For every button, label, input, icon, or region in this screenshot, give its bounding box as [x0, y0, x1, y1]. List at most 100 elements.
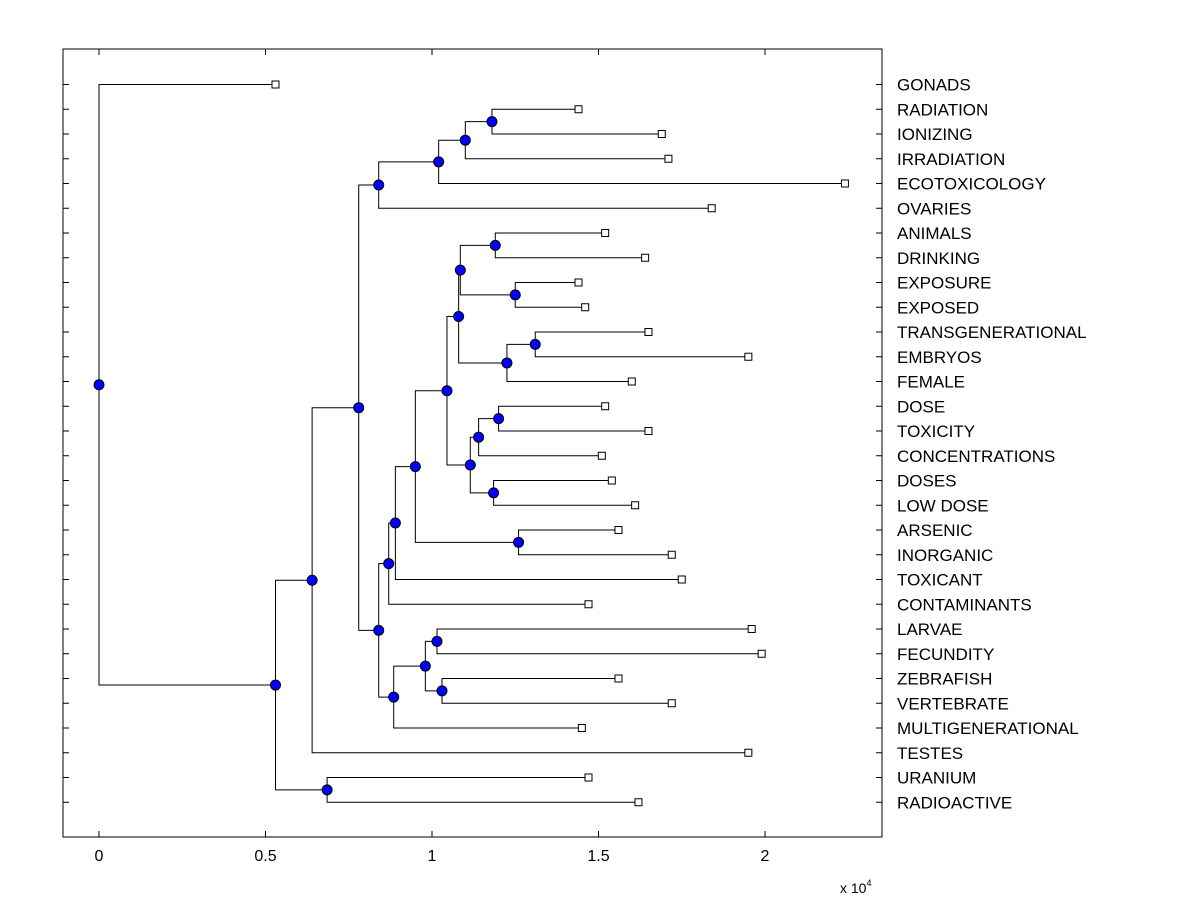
link-D: [378, 161, 712, 209]
leaf-label: ANIMALS: [897, 224, 972, 243]
node-marker-J: [453, 311, 465, 323]
leaf-label: INORGANIC: [897, 546, 993, 565]
node-marker-AA: [321, 784, 333, 796]
node-marker-I: [501, 357, 513, 369]
leaf-marker: [667, 699, 676, 708]
leaf-marker: [584, 600, 593, 609]
leaf-marker: [627, 377, 636, 386]
node-marker-H: [529, 338, 541, 350]
link-C: [438, 139, 845, 184]
node-markers: [93, 116, 541, 796]
y-ticks: [63, 84, 882, 803]
x-tick-label: 0.5: [254, 848, 276, 865]
leaf-marker: [644, 427, 653, 435]
leaf-marker: [667, 550, 676, 559]
leaf-marker: [574, 278, 583, 287]
node-marker-BB: [269, 679, 281, 691]
node-marker-N: [464, 459, 476, 471]
node-marker-G: [454, 264, 466, 276]
x-axis: 0 0.5 1 1.5 2: [95, 49, 770, 865]
leaf-label: MULTIGENERATIONAL: [897, 719, 1079, 738]
link-U: [441, 678, 672, 704]
leaf-marker: [597, 451, 606, 460]
link-ROOT: [98, 84, 276, 686]
link-T: [436, 628, 762, 655]
link-E: [494, 232, 646, 259]
leaf-label: RADIATION: [897, 100, 988, 119]
node-marker-T: [431, 635, 443, 647]
x-axis-multiplier: x 104: [840, 878, 871, 896]
node-marker-S: [383, 558, 395, 570]
dendrogram-links: [98, 84, 845, 803]
leaf-marker: [577, 724, 586, 732]
node-marker-E: [489, 239, 501, 251]
leaf-label: TOXICITY: [897, 422, 975, 441]
leaf-marker: [634, 798, 643, 807]
link-B: [464, 121, 669, 160]
leaf-label: ZEBRAFISH: [897, 670, 992, 689]
leaf-label: DRINKING: [897, 249, 980, 268]
node-marker-U: [436, 685, 448, 697]
leaf-marker: [744, 352, 753, 361]
leaf-label: LOW DOSE: [897, 496, 989, 515]
leaf-label: TOXICANT: [897, 571, 983, 590]
leaf-marker: [757, 649, 766, 658]
leaf-marker: [644, 328, 653, 336]
leaf-marker: [657, 130, 666, 138]
leaf-label: EXPOSURE: [897, 274, 991, 293]
leaf-marker: [614, 674, 623, 683]
link-BB: [274, 579, 328, 791]
link-L: [478, 418, 602, 457]
leaf-label: URANIUM: [897, 769, 976, 788]
link-G: [459, 244, 516, 296]
leaf-label: GONADS: [897, 76, 971, 95]
leaf-label: DOSES: [897, 472, 957, 491]
node-marker-R: [389, 517, 401, 529]
link-K: [498, 405, 649, 432]
leaf-marker: [601, 229, 610, 237]
leaf-label: IONIZING: [897, 125, 973, 144]
leaf-marker: [747, 625, 756, 633]
link-R: [394, 466, 682, 580]
leaf-label: OVARIES: [897, 199, 971, 218]
node-marker-W: [388, 691, 400, 703]
link-I: [506, 343, 632, 382]
node-marker-F: [509, 289, 521, 301]
node-marker-A: [486, 116, 498, 128]
leaf-marker: [607, 476, 616, 485]
node-marker-X: [373, 624, 385, 636]
leaf-marker: [664, 154, 673, 163]
node-marker-V: [419, 660, 431, 672]
leaf-label: DOSE: [897, 397, 945, 416]
node-marker-Z: [306, 574, 318, 586]
leaf-label: EMBRYOS: [897, 348, 982, 367]
leaf-label: TRANSGENERATIONAL: [897, 323, 1087, 342]
leaf-marker: [641, 253, 650, 262]
plot-frame: [62, 48, 883, 838]
leaf-marker: [631, 501, 640, 510]
node-marker-D: [373, 179, 385, 191]
leaf-marker: [584, 773, 593, 782]
leaf-label: RADIOACTIVE: [897, 793, 1012, 812]
x-tick-label: 0: [95, 848, 104, 865]
link-S: [388, 522, 589, 605]
leaf-marker: [707, 204, 716, 213]
node-marker-Q: [409, 461, 421, 473]
leaf-label: ARSENIC: [897, 521, 973, 540]
node-marker-P: [513, 536, 525, 548]
node-marker-M: [488, 487, 500, 499]
node-marker-O: [441, 385, 453, 397]
leaf-label: CONTAMINANTS: [897, 595, 1032, 614]
x-tick-label: 2: [761, 848, 770, 865]
node-marker-C: [433, 156, 445, 168]
node-marker-L: [473, 431, 485, 443]
leaf-label: FECUNDITY: [897, 645, 994, 664]
leaf-marker: [840, 179, 849, 188]
node-marker-Y: [353, 402, 365, 414]
link-H: [534, 331, 749, 358]
leaf-label: TESTES: [897, 744, 963, 763]
leaf-marker: [744, 748, 753, 757]
leaf-marker: [677, 575, 686, 584]
leaf-label: CONCENTRATIONS: [897, 447, 1055, 466]
leaf-label: EXPOSED: [897, 298, 979, 317]
